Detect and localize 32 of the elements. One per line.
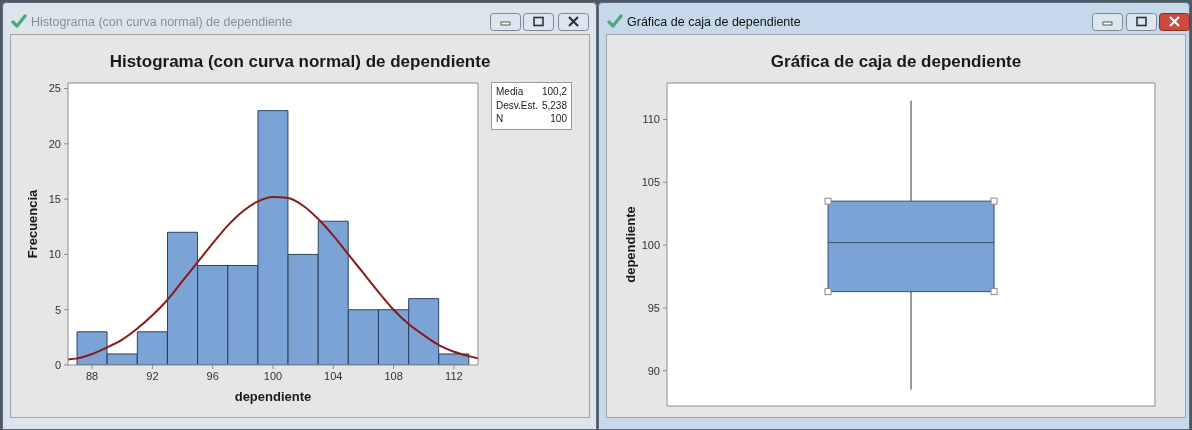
y-tick-label: 105	[641, 176, 660, 189]
x-tick-label: 104	[324, 369, 343, 382]
y-tick-label: 110	[642, 113, 660, 126]
text: Desv.Est.	[496, 98, 539, 112]
text: N	[496, 112, 504, 126]
x-tick-label: 108	[384, 369, 403, 382]
y-tick-label: 0	[54, 358, 61, 371]
chart-title: Histograma (con curva normal) de dependiente	[31, 15, 293, 29]
y-tick-label: 5	[54, 303, 61, 316]
text: 100,2	[541, 85, 567, 99]
x-tick-label: 112	[445, 369, 463, 382]
text: 5,238	[541, 98, 567, 112]
chart-title: Histograma (con curva normal) de dependiente	[108, 51, 492, 73]
y-tick-label: 15	[48, 193, 61, 206]
x-tick-label: 96	[206, 369, 219, 382]
chart-title: Gráfica de caja de dependiente	[769, 51, 1023, 73]
y-axis-title: dependiente	[622, 206, 638, 283]
text: Media	[496, 85, 524, 99]
y-tick-label: 90	[647, 364, 660, 377]
x-axis-title: dependiente	[234, 389, 312, 404]
y-tick-label: 10	[48, 248, 61, 261]
x-tick-label: 92	[146, 369, 159, 382]
y-tick-label: 100	[641, 239, 660, 252]
x-tick-label: 100	[263, 369, 283, 382]
y-tick-label: 95	[647, 301, 660, 314]
x-tick-label: 88	[85, 369, 99, 382]
y-axis-title: Frecuencia	[24, 188, 40, 259]
line-series	[68, 195, 478, 361]
chart-title: Gráfica de caja de dependiente	[627, 15, 801, 29]
text: 100	[550, 112, 567, 126]
y-tick-label: 25	[48, 82, 61, 95]
y-tick-label: 20	[48, 137, 61, 150]
